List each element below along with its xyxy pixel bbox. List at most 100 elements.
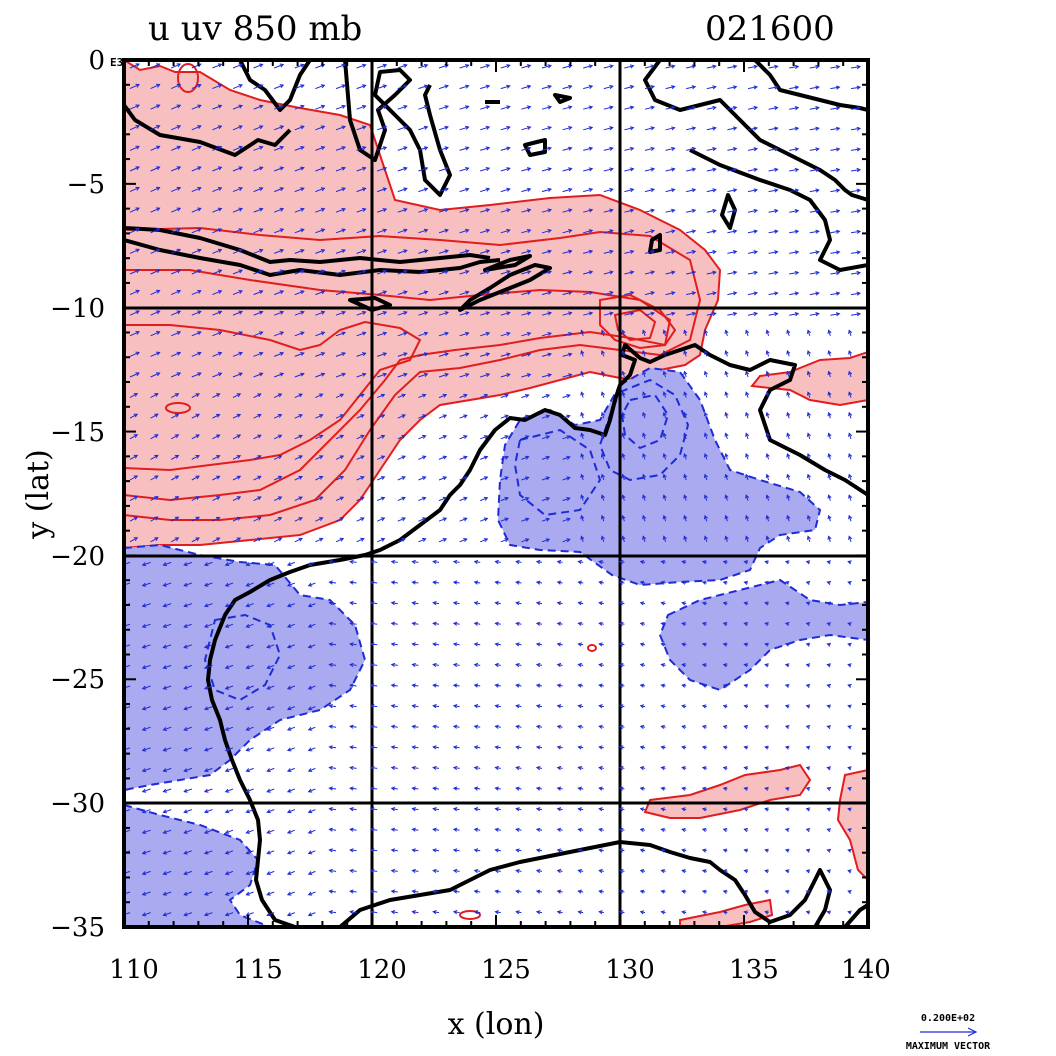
wind-vector (232, 187, 243, 193)
wind-vector (541, 291, 552, 296)
wind-vector-head (279, 104, 285, 109)
wind-vector-head (360, 537, 365, 542)
wind-vector (287, 788, 295, 793)
wind-vector-head (786, 329, 791, 334)
wind-vector-head (525, 414, 530, 419)
wind-vector (480, 332, 490, 337)
wind-vector-head (568, 126, 573, 131)
positive-blob-4 (587, 644, 597, 652)
wind-vector (459, 188, 469, 193)
wind-vector (768, 251, 778, 254)
wind-vector (294, 125, 304, 131)
wind-vector (273, 537, 282, 543)
wind-vector (232, 208, 243, 213)
wind-vector (171, 372, 181, 378)
wind-vector (377, 188, 387, 193)
wind-vector (500, 106, 510, 110)
wind-vector (665, 312, 675, 316)
wind-vector-head (183, 562, 188, 567)
wind-vector-head (525, 476, 530, 481)
wind-vector (212, 146, 222, 151)
wind-vector-head (774, 105, 779, 111)
wind-vector-head (382, 105, 388, 110)
wind-vector-head (362, 63, 367, 68)
wind-vector-head (465, 331, 470, 336)
wind-vector-head (349, 704, 354, 709)
wind-vector-head (856, 126, 862, 131)
wind-vector-head (349, 745, 354, 750)
wind-vector-head (411, 786, 416, 791)
wind-vector-head (784, 663, 790, 668)
wind-vector-head (183, 768, 188, 773)
wind-vector-head (598, 786, 603, 791)
wind-vector (377, 538, 385, 543)
wind-vector-head (444, 249, 449, 254)
wind-vector-head (183, 644, 188, 649)
wind-vector-head (362, 269, 367, 274)
wind-vector-head (328, 580, 333, 585)
wind-vector-head (224, 809, 230, 814)
wind-vector-head (701, 869, 707, 874)
wind-vector-head (506, 84, 511, 89)
wind-vector-head (442, 496, 448, 501)
wind-vector-head (701, 580, 707, 585)
wind-vector (603, 106, 613, 110)
wind-vector (706, 189, 716, 193)
wind-vector-head (286, 562, 292, 566)
wind-vector (315, 208, 325, 213)
wind-vector (315, 455, 323, 460)
wind-vector (294, 517, 303, 522)
wind-vector (294, 331, 304, 337)
wind-vector-head (390, 868, 396, 873)
wind-vector-head (319, 434, 324, 439)
wind-vector (191, 393, 200, 399)
wind-vector-head (307, 768, 313, 772)
wind-vector (438, 414, 447, 419)
wind-vector-head (483, 414, 489, 419)
wind-vector (150, 351, 160, 357)
wind-vector (438, 291, 449, 296)
wind-vector (212, 372, 222, 378)
wind-vector-head (566, 414, 571, 419)
wind-vector (191, 310, 201, 316)
wind-vector-head (494, 786, 499, 791)
wind-vector (644, 188, 655, 193)
wind-vector-head (827, 432, 832, 437)
wind-vector-head (732, 147, 738, 152)
wind-vector-head (307, 809, 313, 814)
wind-vector-head (380, 517, 386, 522)
wind-vector (294, 146, 304, 151)
wind-vector-head (547, 373, 553, 378)
wind-vector-head (556, 724, 562, 729)
wind-vector-head (423, 166, 429, 171)
wind-vector-head (600, 432, 605, 437)
wind-vector (747, 230, 758, 234)
wind-vector (521, 106, 531, 110)
wind-vector-head (856, 64, 862, 70)
wind-vector-head (806, 411, 811, 417)
wind-vector-head (473, 807, 479, 812)
wind-vector-head (328, 765, 333, 771)
wind-vector-head (618, 889, 624, 894)
wind-vector-head (279, 228, 285, 233)
wind-vector (418, 435, 426, 440)
wind-vector-head (465, 373, 470, 378)
wind-vector-head (485, 270, 491, 275)
wind-vector (521, 415, 529, 419)
wind-vector (603, 85, 613, 90)
wind-vector (356, 167, 366, 172)
wind-vector (624, 127, 634, 131)
wind-vector-head (238, 63, 243, 68)
wind-vector (308, 850, 316, 854)
wind-vector-head (556, 580, 562, 585)
wind-vector-head (403, 331, 408, 336)
wind-vector (232, 269, 243, 275)
wind-vector (329, 725, 337, 728)
wind-vector-head (197, 269, 202, 274)
wind-vector (377, 455, 385, 460)
wind-vector-head (307, 562, 313, 566)
wind-vector-head (320, 187, 326, 192)
wind-vector (603, 271, 613, 275)
wind-vector-head (236, 516, 242, 521)
wind-vector (500, 353, 510, 357)
